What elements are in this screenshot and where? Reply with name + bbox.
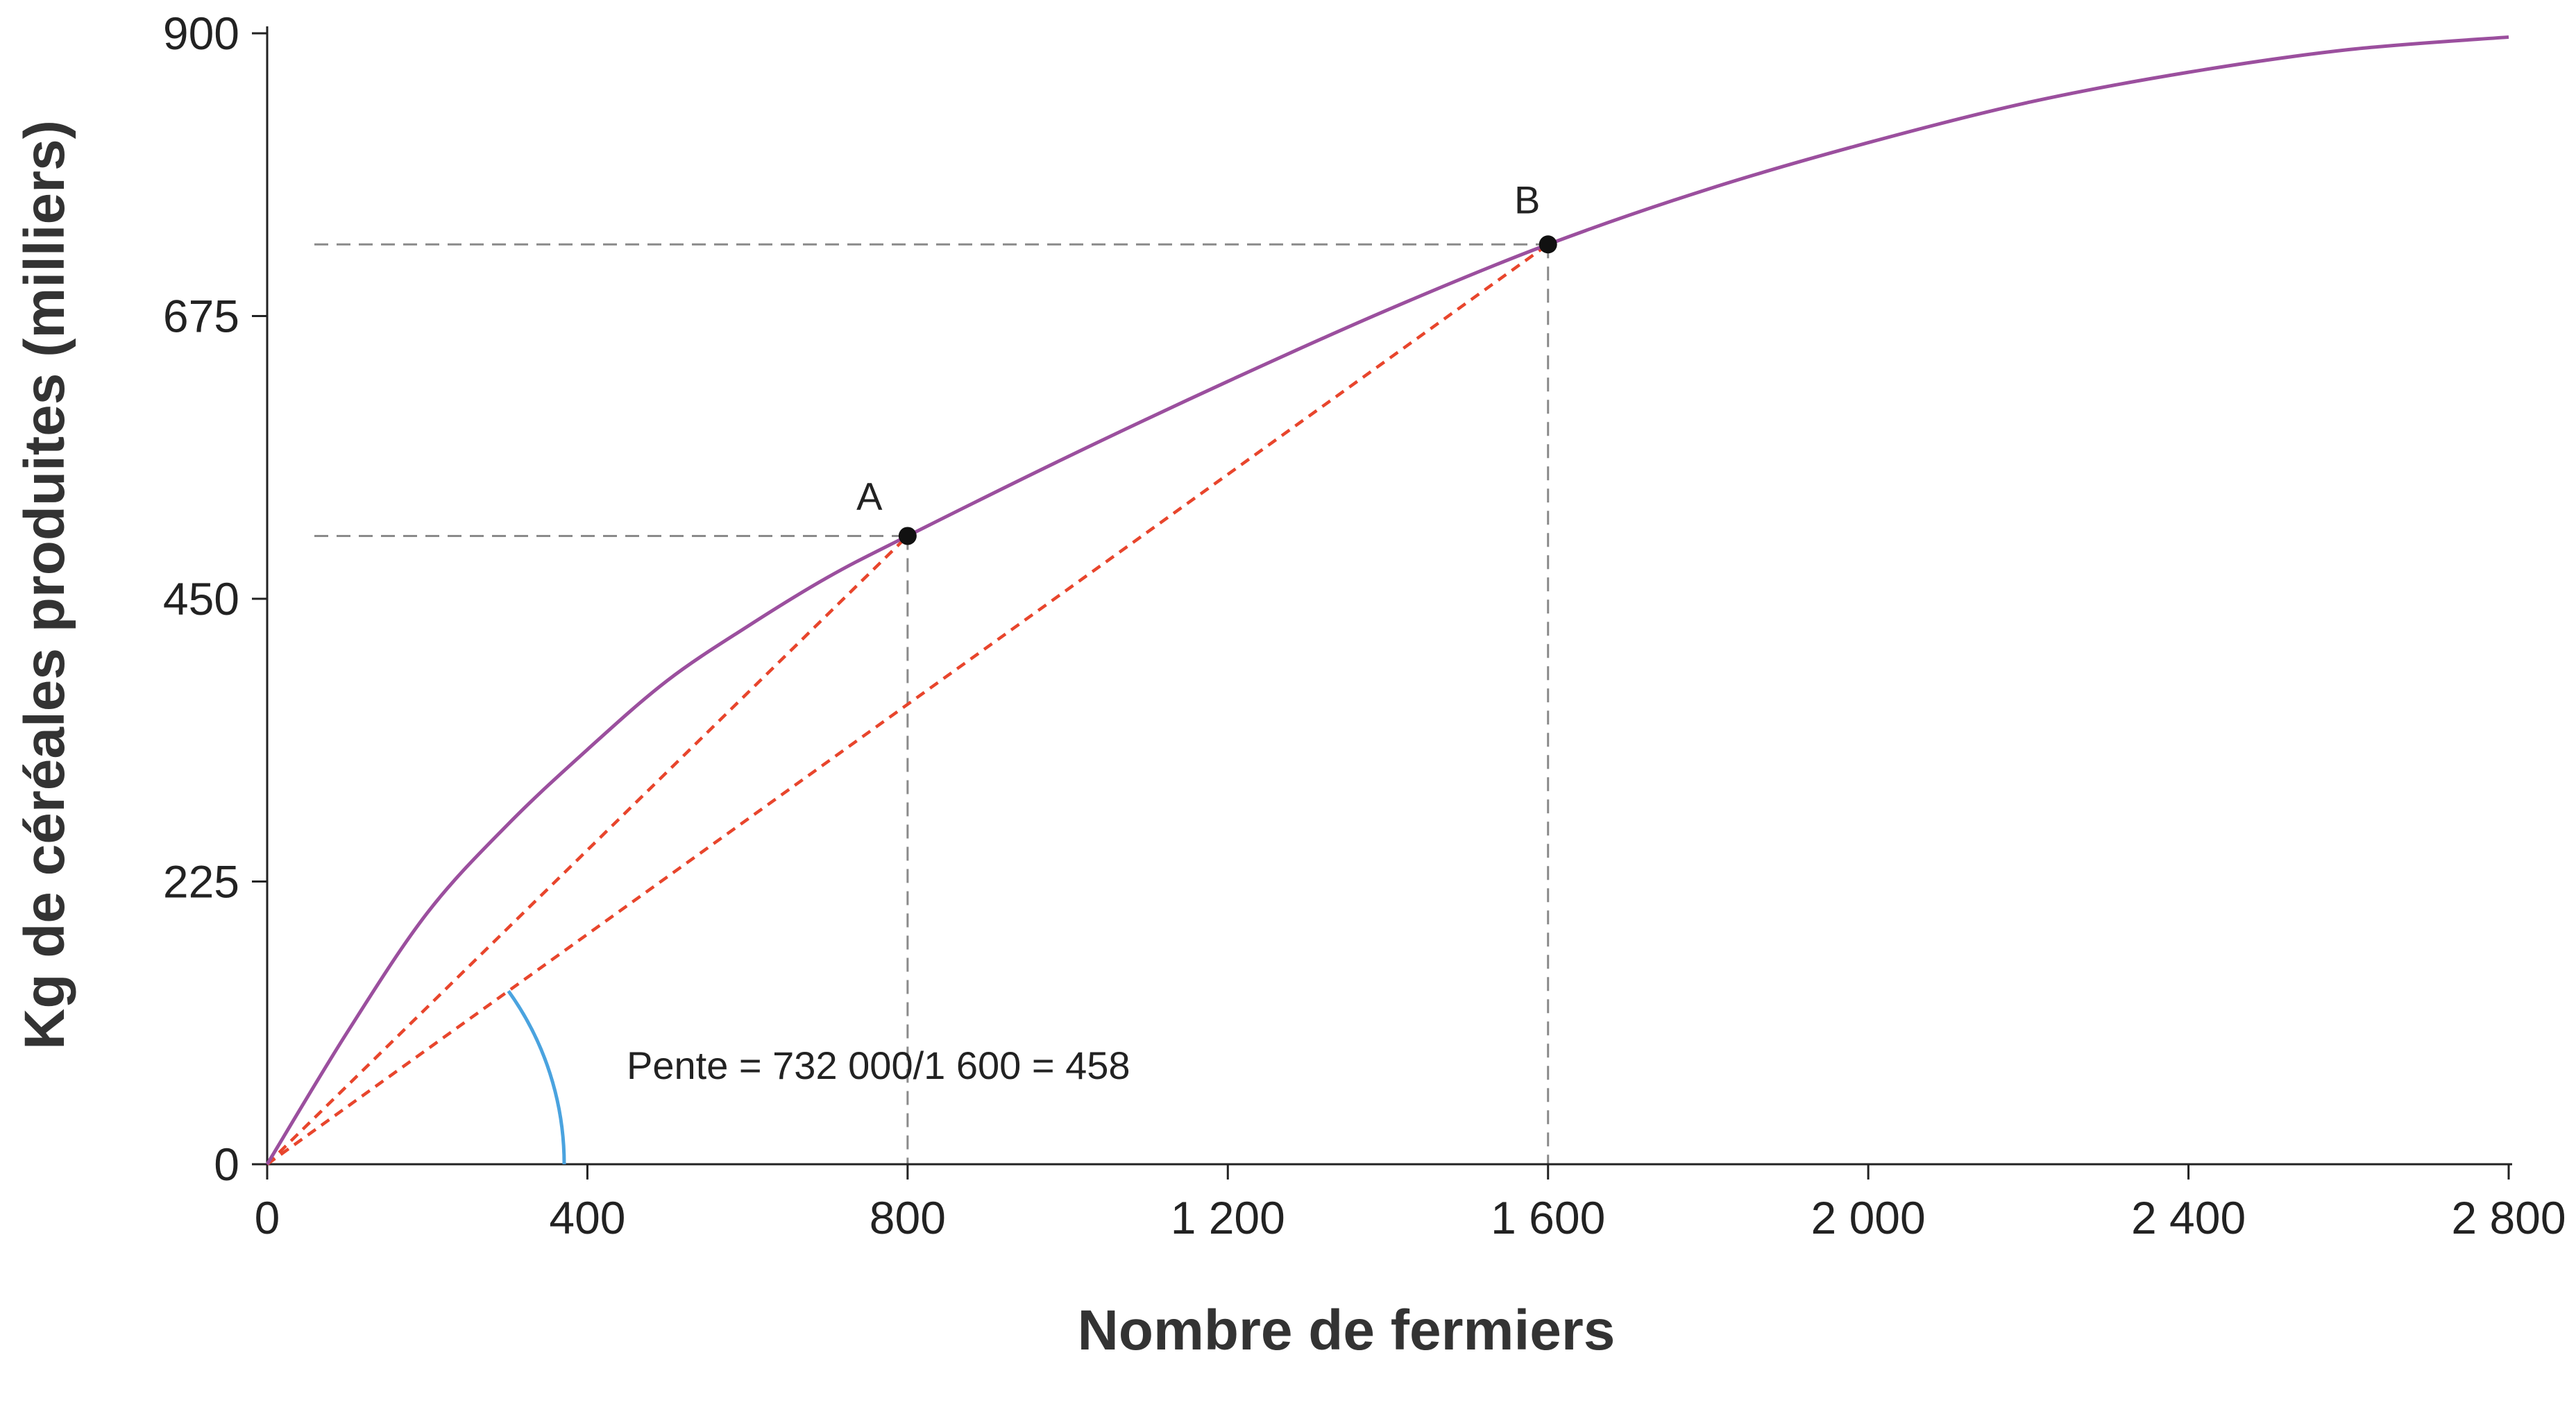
slope-angle-arc xyxy=(507,989,566,1165)
x-tick-label: 2 000 xyxy=(1811,1192,1926,1243)
y-tick-label: 450 xyxy=(163,573,239,624)
secant-line-origin-b xyxy=(266,243,1550,1166)
production-curve xyxy=(265,35,2509,1166)
x-tick-label: 800 xyxy=(870,1192,946,1243)
y-tick-label: 0 xyxy=(214,1139,239,1190)
y-tick-label: 675 xyxy=(163,291,239,342)
x-tick-label: 0 xyxy=(255,1192,280,1243)
x-tick-label: 2 800 xyxy=(2451,1192,2566,1243)
slope-annotation: Pente = 732 000/1 600 = 458 xyxy=(627,1044,1130,1087)
guides-layer xyxy=(314,243,1550,1164)
axes-layer xyxy=(252,26,2512,1180)
y-tick-label: 225 xyxy=(163,856,239,908)
y-tick-label: 900 xyxy=(163,8,239,59)
x-tick-label: 1 600 xyxy=(1491,1192,1605,1243)
points-layer xyxy=(898,235,1557,545)
x-axis-title: Nombre de fermiers xyxy=(1078,1299,1616,1362)
x-tick-label: 1 200 xyxy=(1171,1192,1285,1243)
curve-layer xyxy=(265,35,2509,1166)
secant-layer xyxy=(266,243,1550,1166)
point-b xyxy=(1539,235,1557,254)
point-a xyxy=(898,527,917,545)
point-a-label: A xyxy=(856,474,883,518)
y-axis-title: Kg de céréales produites (milliers) xyxy=(13,120,76,1050)
x-tick-label: 2 400 xyxy=(2131,1192,2246,1243)
labels-layer: 0 400 800 1 200 1 600 2 000 2 400 2 800 0 225 450 6… xyxy=(13,8,2566,1362)
x-tick-label: 400 xyxy=(549,1192,625,1243)
point-b-label: B xyxy=(1514,178,1540,221)
